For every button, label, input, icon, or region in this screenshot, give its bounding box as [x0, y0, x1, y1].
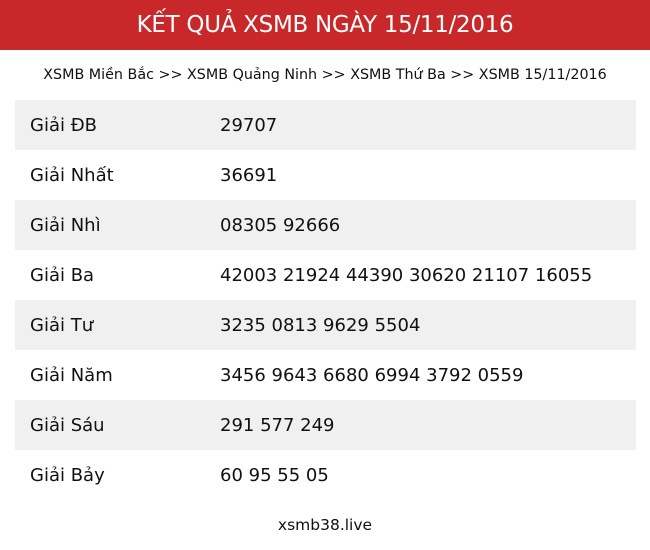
prize-label: Giải ĐB	[30, 114, 97, 136]
prize-label: Giải Tư	[30, 314, 94, 336]
breadcrumb-link-thu-ba[interactable]: XSMB Thứ Ba	[350, 67, 446, 83]
table-row: Giải ĐB 29707	[15, 100, 636, 150]
footer-site: xsmb38.live	[277, 516, 373, 534]
table-row: Giải Tư 3235 0813 9629 5504	[15, 300, 636, 350]
breadcrumb-separator: >>	[317, 67, 351, 83]
prize-label: Giải Nhì	[30, 214, 101, 236]
prize-value: 3235 0813 9629 5504	[220, 314, 421, 336]
table-row: Giải Nhì 08305 92666	[15, 200, 636, 250]
prize-label: Giải Năm	[30, 364, 113, 386]
table-row: Giải Năm 3456 9643 6680 6994 3792 0559	[15, 350, 636, 400]
results-table: Giải ĐB 29707 Giải Nhất 36691 Giải Nhì 0830…	[15, 100, 636, 500]
prize-label: Giải Sáu	[30, 414, 105, 436]
prize-value: 3456 9643 6680 6994 3792 0559	[220, 364, 524, 386]
prize-label: Giải Nhất	[30, 164, 114, 186]
page-header: KẾT QUẢ XSMB NGÀY 15/11/2016	[0, 0, 650, 50]
breadcrumb: XSMB Miền Bắc >> XSMB Quảng Ninh >> XSMB…	[0, 50, 650, 100]
table-row: Giải Ba 42003 21924 44390 30620 21107 160…	[15, 250, 636, 300]
prize-label: Giải Ba	[30, 264, 95, 286]
prize-value: 291 577 249	[220, 414, 335, 436]
prize-value: 29707	[220, 114, 278, 136]
breadcrumb-link-mien-bac[interactable]: XSMB Miền Bắc	[43, 67, 154, 83]
prize-value: 36691	[220, 164, 278, 186]
prize-value: 42003 21924 44390 30620 21107 16055	[220, 264, 593, 286]
prize-label: Giải Bảy	[30, 464, 105, 486]
breadcrumb-separator: >>	[445, 67, 479, 83]
page-title: KẾT QUẢ XSMB NGÀY 15/11/2016	[136, 12, 514, 38]
prize-value: 08305 92666	[220, 214, 341, 236]
breadcrumb-separator: >>	[153, 67, 188, 83]
table-row: Giải Nhất 36691	[15, 150, 636, 200]
table-row: Giải Sáu 291 577 249	[15, 400, 636, 450]
breadcrumb-link-quang-ninh[interactable]: XSMB Quảng Ninh	[187, 67, 318, 83]
breadcrumb-link-date[interactable]: XSMB 15/11/2016	[478, 67, 607, 83]
prize-value: 60 95 55 05	[220, 464, 329, 486]
table-row: Giải Bảy 60 95 55 05	[15, 450, 636, 500]
